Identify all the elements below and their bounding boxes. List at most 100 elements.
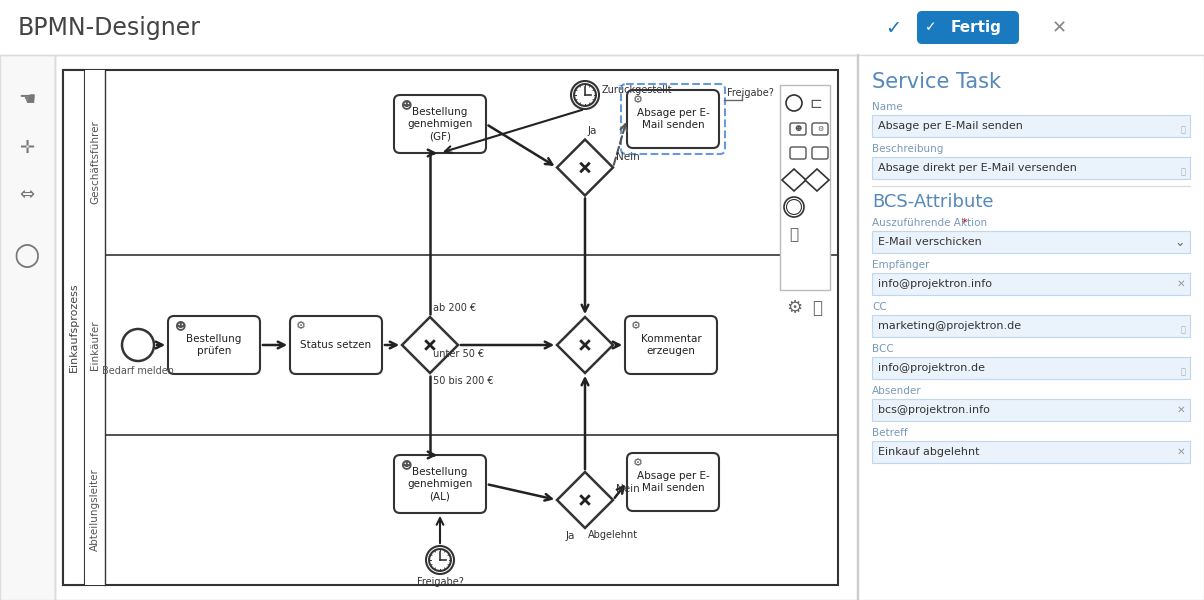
Text: Einkaufsprozess: Einkaufsprozess — [69, 283, 79, 373]
Bar — [63, 70, 838, 585]
Text: 🗑: 🗑 — [811, 299, 822, 317]
Bar — [872, 157, 1190, 179]
Text: ✕: ✕ — [1176, 447, 1185, 457]
Polygon shape — [557, 472, 613, 528]
Text: Betreff: Betreff — [872, 428, 908, 438]
Circle shape — [786, 199, 802, 214]
Polygon shape — [402, 317, 458, 373]
FancyBboxPatch shape — [394, 95, 486, 153]
Circle shape — [784, 197, 804, 217]
Text: BCC: BCC — [872, 344, 893, 354]
Text: Nein: Nein — [616, 484, 639, 494]
Circle shape — [429, 549, 452, 571]
Text: ⤢: ⤢ — [1181, 125, 1186, 134]
Bar — [85, 70, 105, 255]
FancyBboxPatch shape — [394, 455, 486, 513]
Text: 50 bis 200 €: 50 bis 200 € — [433, 376, 494, 386]
Bar — [872, 357, 1190, 379]
FancyBboxPatch shape — [625, 316, 718, 374]
Text: unter 50 €: unter 50 € — [433, 349, 484, 359]
Circle shape — [786, 95, 802, 111]
FancyBboxPatch shape — [169, 316, 260, 374]
Text: Beschreibung: Beschreibung — [872, 144, 944, 154]
Text: Absage direkt per E-Mail versenden: Absage direkt per E-Mail versenden — [878, 163, 1076, 173]
Text: Auszuführende Aktion: Auszuführende Aktion — [872, 218, 987, 228]
FancyBboxPatch shape — [790, 123, 805, 135]
Text: Name: Name — [872, 102, 903, 112]
Circle shape — [426, 546, 454, 574]
Text: Bestellung
genehmigen
(GF): Bestellung genehmigen (GF) — [407, 107, 473, 142]
Bar — [872, 273, 1190, 295]
Text: ⊏: ⊏ — [809, 95, 822, 110]
Text: ☻: ☻ — [400, 460, 412, 470]
Text: Freigabe?: Freigabe? — [727, 88, 774, 98]
Text: ✕: ✕ — [1051, 19, 1067, 37]
Bar — [872, 231, 1190, 253]
Text: Absage per E-
Mail senden: Absage per E- Mail senden — [637, 108, 709, 130]
FancyBboxPatch shape — [790, 147, 805, 159]
Text: Absender: Absender — [872, 386, 921, 396]
Text: Abgelehnt: Abgelehnt — [588, 530, 638, 540]
Bar — [55, 55, 857, 600]
Text: ✕: ✕ — [1176, 279, 1185, 289]
FancyBboxPatch shape — [811, 123, 828, 135]
Text: ○: ○ — [13, 241, 40, 269]
Bar — [0, 0, 1204, 55]
Text: E-Mail verschicken: E-Mail verschicken — [878, 237, 981, 247]
Text: BCS-Attribute: BCS-Attribute — [872, 193, 993, 211]
Text: ⤢: ⤢ — [1181, 325, 1186, 334]
FancyBboxPatch shape — [627, 90, 719, 148]
Text: ⤴: ⤴ — [790, 227, 798, 242]
Text: ✓: ✓ — [885, 19, 901, 37]
Bar — [872, 115, 1190, 137]
Text: Status setzen: Status setzen — [301, 340, 372, 350]
Text: Ja: Ja — [566, 531, 576, 541]
Text: Ja: Ja — [588, 125, 597, 136]
Bar — [780, 85, 830, 290]
Text: Bestellung
genehmigen
(AL): Bestellung genehmigen (AL) — [407, 467, 473, 502]
Bar — [85, 255, 105, 435]
FancyBboxPatch shape — [917, 11, 1019, 44]
Text: ⇔: ⇔ — [19, 186, 35, 204]
Text: Geschäftsführer: Geschäftsführer — [90, 121, 100, 205]
Polygon shape — [557, 317, 613, 373]
Text: Absage per E-
Mail senden: Absage per E- Mail senden — [637, 471, 709, 493]
Text: Einkauf abgelehnt: Einkauf abgelehnt — [878, 447, 980, 457]
Text: ☻: ☻ — [175, 321, 185, 331]
Text: ✛: ✛ — [19, 139, 35, 157]
Bar — [872, 315, 1190, 337]
Text: BPMN-Designer: BPMN-Designer — [18, 16, 201, 40]
Text: bcs@projektron.info: bcs@projektron.info — [878, 405, 990, 415]
Polygon shape — [557, 139, 613, 196]
Circle shape — [574, 84, 596, 106]
Text: Service Task: Service Task — [872, 72, 1001, 92]
Bar — [858, 55, 1204, 600]
Text: ⚙: ⚙ — [633, 458, 643, 468]
Text: ⚙: ⚙ — [633, 95, 643, 105]
Circle shape — [122, 329, 154, 361]
Text: Nein: Nein — [616, 151, 639, 161]
Text: Abteilungsleiter: Abteilungsleiter — [90, 469, 100, 551]
Text: *: * — [962, 218, 968, 228]
Text: Bestellung
prüfen: Bestellung prüfen — [187, 334, 242, 356]
FancyBboxPatch shape — [290, 316, 382, 374]
Text: Bedarf melden: Bedarf melden — [102, 366, 175, 376]
Text: Freigabe?: Freigabe? — [417, 577, 464, 587]
Text: ✓: ✓ — [925, 20, 937, 34]
Text: ⤢: ⤢ — [1181, 167, 1186, 176]
Text: info@projektron.info: info@projektron.info — [878, 279, 992, 289]
Text: ☻: ☻ — [795, 126, 802, 132]
Text: Zurückgestellt: Zurückgestellt — [602, 85, 673, 95]
Bar — [872, 399, 1190, 421]
Text: ⚙: ⚙ — [296, 321, 306, 331]
Bar — [872, 441, 1190, 463]
Text: ⌄: ⌄ — [1174, 235, 1185, 248]
Text: ⚙: ⚙ — [631, 321, 641, 331]
Bar — [85, 435, 105, 585]
Text: Einkäufer: Einkäufer — [90, 320, 100, 370]
Polygon shape — [805, 169, 830, 191]
Text: ⤢: ⤢ — [1181, 367, 1186, 376]
Text: ☚: ☚ — [18, 91, 36, 109]
Polygon shape — [783, 169, 805, 191]
Text: ✕: ✕ — [1176, 405, 1185, 415]
